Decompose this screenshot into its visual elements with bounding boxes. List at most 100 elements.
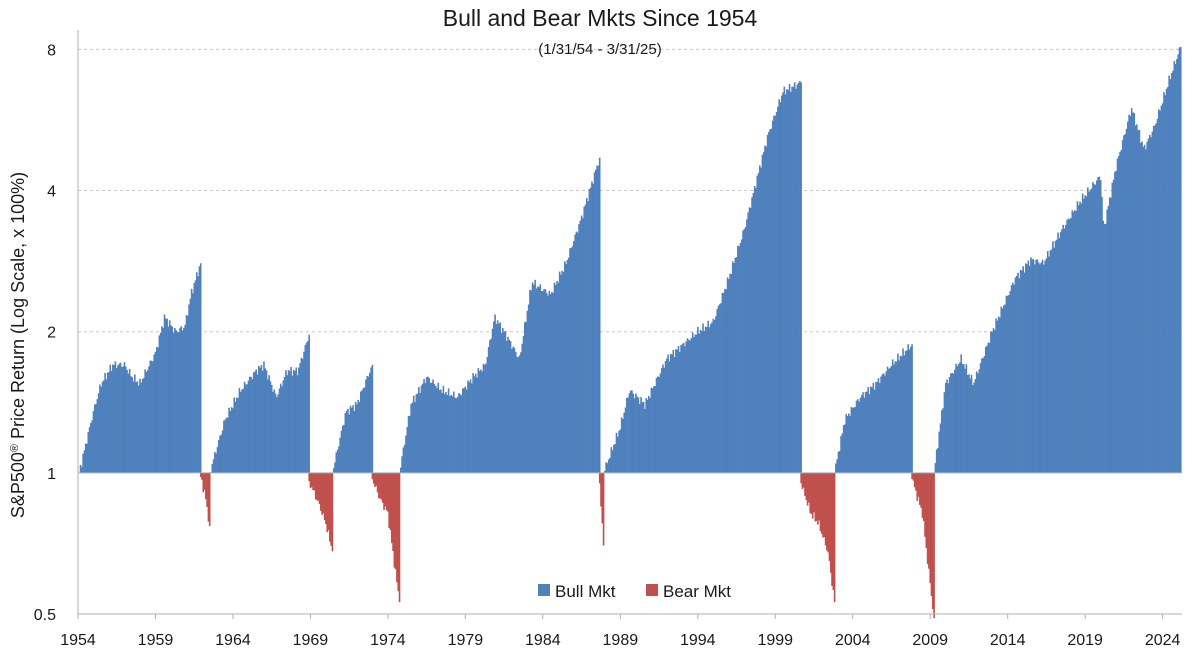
bull-market-bar xyxy=(502,328,504,473)
bull-market-bar xyxy=(1090,188,1093,473)
bull-market-bar xyxy=(285,370,287,473)
bull-market-bar xyxy=(567,257,570,473)
bull-market-bar xyxy=(549,294,552,473)
bull-market-bar xyxy=(148,366,150,473)
bear-market-bar xyxy=(814,472,817,522)
bull-market-bar xyxy=(122,366,124,473)
bull-market-bar xyxy=(356,404,358,473)
bull-market-bar xyxy=(451,396,454,473)
bull-market-bar xyxy=(254,371,256,473)
bull-market-bar xyxy=(836,459,838,473)
bull-market-bar xyxy=(791,86,793,473)
bear-market-bar xyxy=(921,472,924,518)
bull-market-bar xyxy=(412,395,415,473)
bull-market-bar xyxy=(619,429,622,473)
bull-market-bar xyxy=(782,92,784,473)
bull-market-bar xyxy=(972,385,974,473)
bull-market-bar xyxy=(168,320,171,473)
bull-market-bar xyxy=(1111,182,1114,473)
bull-market-bar xyxy=(646,399,649,473)
bull-market-bar xyxy=(851,407,854,473)
bull-market-bar xyxy=(1101,197,1103,473)
bull-market-bar xyxy=(543,289,545,473)
bull-market-bar xyxy=(947,383,950,473)
bull-market-bar xyxy=(223,420,225,473)
bull-market-bar xyxy=(530,290,533,473)
bull-market-bar xyxy=(558,271,561,473)
bear-market-bar xyxy=(912,472,915,481)
bull-market-bar xyxy=(697,326,699,473)
bear-market-bar xyxy=(199,472,202,477)
bull-market-bar xyxy=(1079,201,1081,473)
bull-market-bar xyxy=(1133,112,1136,473)
bull-market-bar xyxy=(187,315,189,473)
bull-market-bar xyxy=(658,377,660,473)
bull-market-bar xyxy=(678,352,681,473)
bull-market-bar xyxy=(1110,197,1112,473)
bull-market-bar xyxy=(539,284,542,473)
bull-market-bar xyxy=(531,282,534,473)
bull-market-bar xyxy=(350,407,353,473)
bull-market-bar xyxy=(234,401,237,473)
bull-market-bar xyxy=(143,378,145,473)
bull-market-bar xyxy=(796,84,799,473)
bull-market-bar xyxy=(228,407,230,473)
bear-market-bar xyxy=(202,472,205,493)
bull-market-bar xyxy=(336,449,339,473)
bull-market-bar xyxy=(965,364,968,473)
bull-market-bar xyxy=(663,367,666,473)
bull-market-bar xyxy=(1071,210,1074,473)
bull-market-bar xyxy=(991,332,993,473)
bull-market-bar xyxy=(1085,196,1088,473)
bull-market-bar xyxy=(341,425,344,473)
bull-market-bar xyxy=(181,330,184,473)
bull-market-bar xyxy=(190,288,193,473)
bull-market-bar xyxy=(132,381,135,473)
bull-market-bar xyxy=(582,218,584,473)
bull-market-bar xyxy=(777,106,779,473)
bull-market-bar xyxy=(427,376,429,473)
bull-market-bar xyxy=(106,372,109,473)
bull-market-bar xyxy=(353,411,356,473)
y-axis-label-sup: ® xyxy=(9,444,21,452)
bull-market-bar xyxy=(242,388,245,473)
bull-market-bar xyxy=(114,361,117,473)
bull-market-bar xyxy=(1061,229,1063,473)
bull-market-bar xyxy=(445,392,447,473)
bull-market-bar xyxy=(443,393,446,473)
bull-market-bar xyxy=(871,387,873,473)
bull-market-bar xyxy=(626,397,628,473)
bull-market-bar xyxy=(1032,259,1035,473)
bull-market-bar xyxy=(473,376,476,473)
bull-market-bar xyxy=(744,227,747,473)
bear-market-bar xyxy=(371,472,374,480)
bull-market-bar xyxy=(1080,203,1083,473)
bull-market-bar xyxy=(287,370,290,473)
bull-market-bar xyxy=(429,382,432,473)
bear-market-bar xyxy=(385,472,388,511)
bull-market-bar xyxy=(721,292,724,473)
bull-market-bar xyxy=(1055,239,1058,473)
bear-market-bar xyxy=(381,472,384,503)
bull-market-bar xyxy=(109,364,112,473)
bull-market-bar xyxy=(437,382,440,473)
bull-market-bar xyxy=(371,364,374,473)
bull-market-bar xyxy=(906,350,908,473)
bull-market-bar xyxy=(123,362,126,473)
bull-market-bar xyxy=(1112,179,1115,473)
bull-market-bar xyxy=(984,347,987,473)
bull-market-bar xyxy=(1114,171,1116,473)
bull-market-bar xyxy=(848,413,850,473)
bull-market-bar xyxy=(1012,282,1014,473)
bull-market-bar xyxy=(245,384,247,473)
bull-market-bar xyxy=(139,378,141,473)
bear-market-bar xyxy=(323,472,326,521)
x-tick-label: 1979 xyxy=(448,632,484,649)
bear-market-bar xyxy=(313,472,316,491)
bear-market-bar xyxy=(832,472,835,590)
bull-market-bar xyxy=(447,388,450,473)
bull-market-bar xyxy=(694,334,697,473)
bull-market-bar xyxy=(1084,195,1086,473)
bull-market-bar xyxy=(981,358,983,473)
bull-market-bar xyxy=(1152,125,1155,473)
